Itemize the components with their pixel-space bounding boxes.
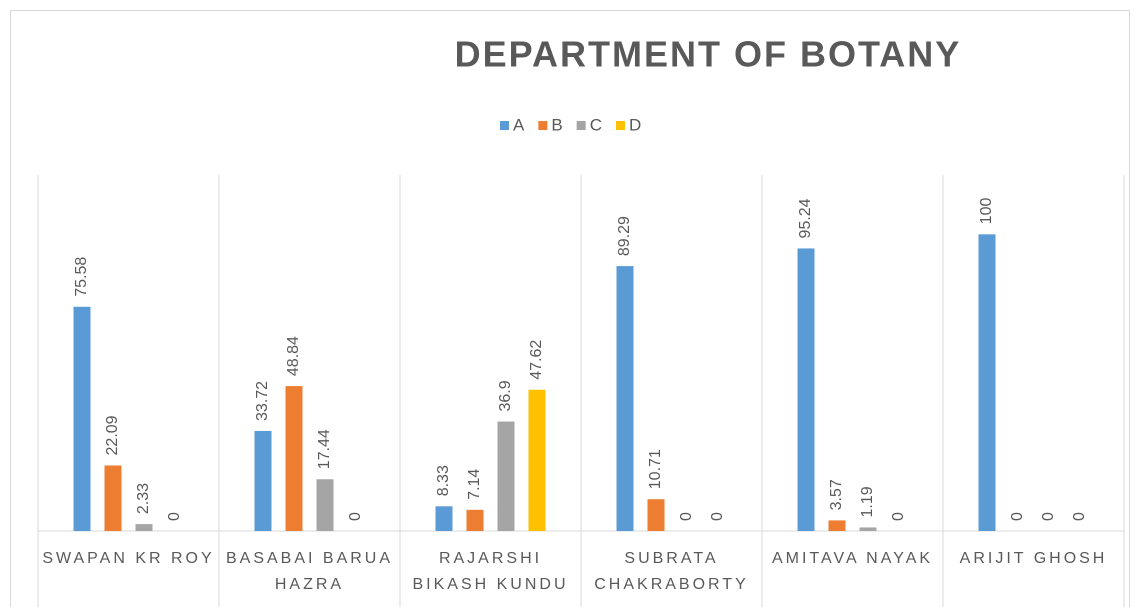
legend-label: C (590, 115, 602, 134)
legend-label: A (513, 115, 525, 134)
legend-swatch (500, 121, 509, 130)
data-label: 89.29 (616, 216, 633, 256)
bar (859, 527, 877, 531)
data-label: 0 (709, 512, 726, 521)
x-tick-label: SWAPAN KR ROY (42, 550, 215, 567)
data-label: 95.24 (797, 198, 814, 238)
data-label: 0 (1071, 512, 1088, 521)
legend-label: D (629, 115, 641, 134)
data-label: 33.72 (254, 381, 271, 421)
data-label: 1.19 (859, 486, 876, 517)
data-label: 22.09 (104, 415, 121, 455)
data-label: 0 (890, 512, 907, 521)
legend-label: B (551, 115, 562, 134)
data-label: 17.44 (316, 429, 333, 469)
bar (285, 386, 303, 531)
data-label: 0 (1009, 512, 1026, 521)
data-label: 3.57 (828, 479, 845, 510)
bar (647, 499, 665, 531)
data-label: 0 (347, 512, 364, 521)
bar (254, 430, 272, 531)
data-label: 10.71 (647, 449, 664, 489)
data-label: 0 (1040, 512, 1057, 521)
data-label: 100 (978, 198, 995, 225)
legend-swatch (576, 121, 586, 130)
data-label: 8.33 (435, 465, 452, 496)
x-tick-label: BASABAI BARUA HAZRA (225, 550, 394, 593)
data-label: 0 (166, 512, 183, 521)
bar (435, 506, 453, 531)
legend-swatch (538, 121, 548, 130)
x-tick-label: AMITAVA NAYAK (771, 550, 934, 567)
bar (528, 389, 546, 531)
data-label: 0 (678, 512, 695, 521)
bar (135, 524, 153, 531)
data-label: 7.14 (466, 469, 483, 500)
data-label: 48.84 (285, 336, 302, 376)
bar (978, 234, 996, 532)
x-tick-label: ARIJIT GHOSH (959, 550, 1108, 567)
data-label: 36.9 (497, 380, 514, 411)
bar (616, 266, 634, 531)
data-label: 2.33 (135, 483, 152, 514)
data-label: 75.58 (73, 257, 90, 297)
bar (73, 306, 91, 531)
x-tick-label: SUBRATA CHAKRABORTY (594, 550, 749, 593)
legend-swatch (615, 121, 625, 130)
bar (466, 509, 484, 531)
bar (104, 465, 122, 531)
x-tick-label: RAJARSHI BIKASH KUNDU (412, 550, 569, 593)
bar (497, 421, 515, 531)
bar (316, 479, 334, 531)
bar (828, 520, 846, 531)
bar (797, 248, 815, 532)
data-label: 47.62 (528, 340, 545, 380)
chart-title: DEPARTMENT OF BOTANY (455, 34, 962, 75)
